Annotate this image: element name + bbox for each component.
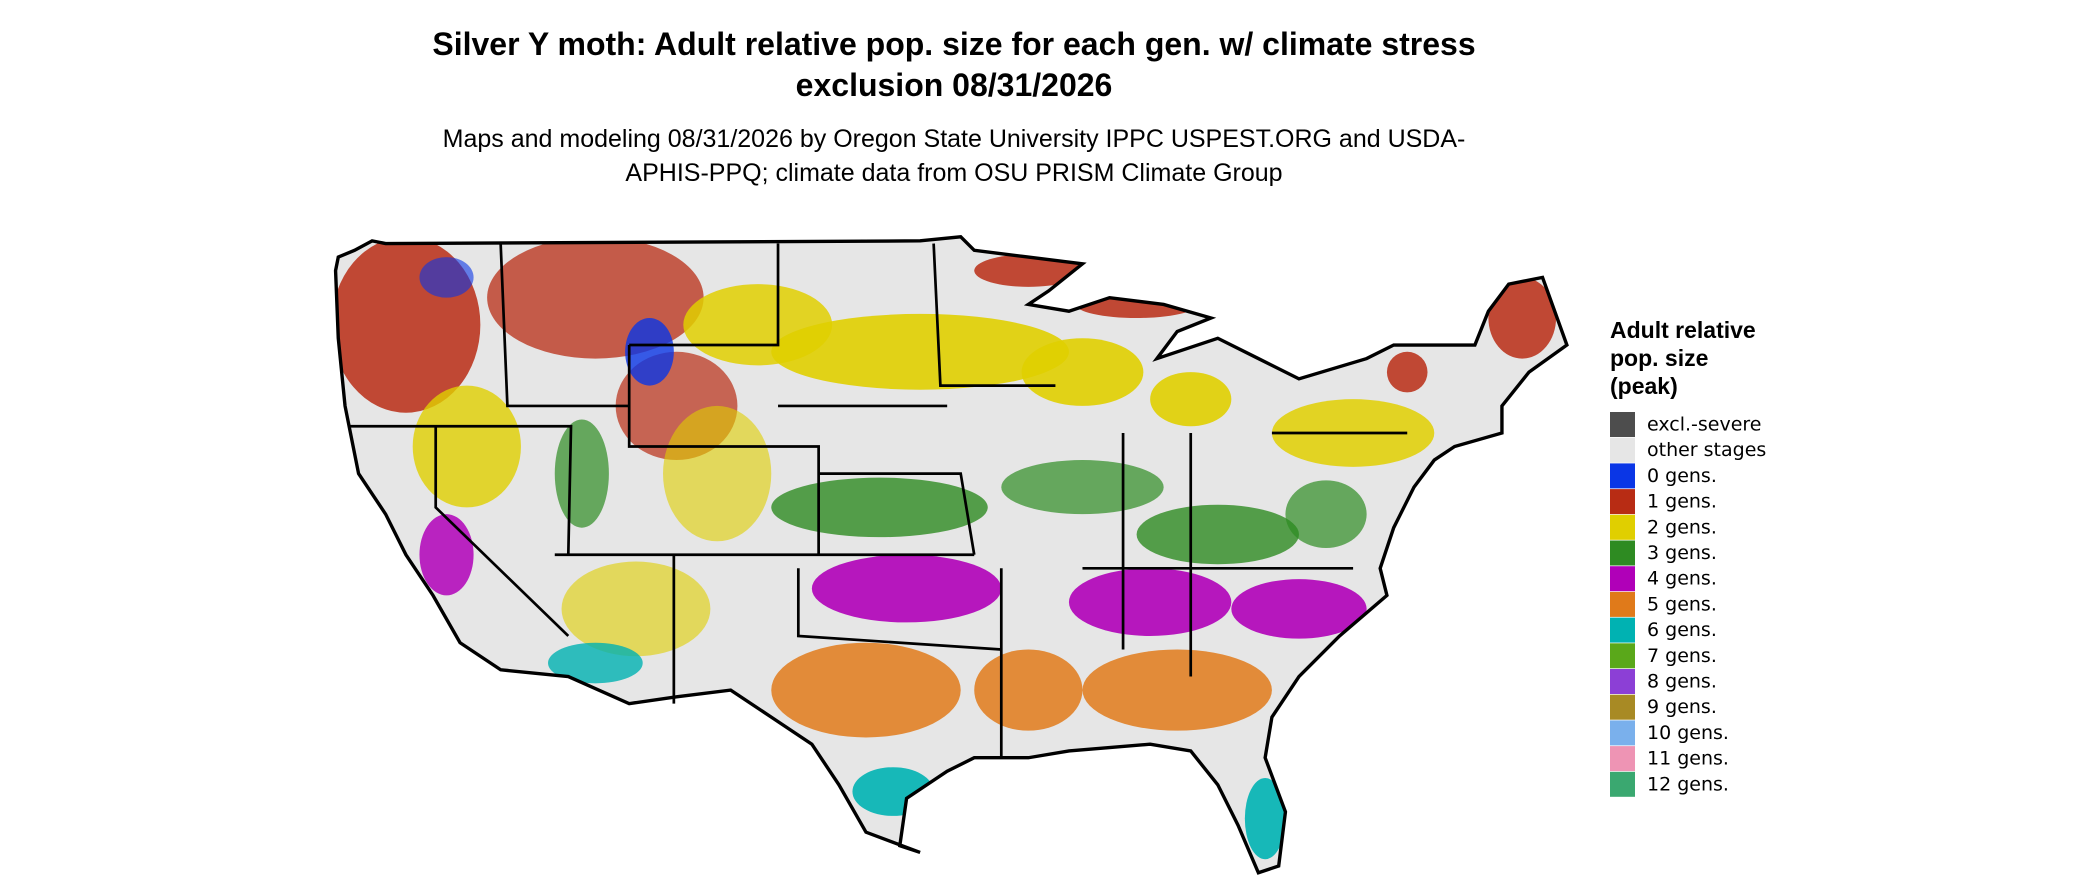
legend-swatch <box>1610 412 1635 437</box>
legend-label: 3 gens. <box>1647 542 1717 564</box>
legend-label: 10 gens. <box>1647 722 1729 744</box>
legend-label: other stages <box>1647 439 1766 461</box>
legend-swatch <box>1610 746 1635 772</box>
legend-label: 8 gens. <box>1647 671 1717 693</box>
legend-swatch <box>1610 566 1635 592</box>
legend-swatch <box>1610 514 1635 540</box>
legend-label: 7 gens. <box>1647 645 1717 667</box>
legend-label: 2 gens. <box>1647 516 1717 538</box>
map-subtitle: Maps and modeling 08/31/2026 by Oregon S… <box>442 125 1466 187</box>
legend-swatch <box>1610 463 1635 489</box>
legend-swatch <box>1610 591 1635 617</box>
us-map <box>333 235 1569 875</box>
legend-swatch <box>1610 617 1635 643</box>
legend-label: 0 gens. <box>1647 465 1717 487</box>
legend-swatch <box>1610 489 1635 515</box>
legend-swatch <box>1610 643 1635 669</box>
legend-title: Adult relative pop. size (peak) <box>1610 317 1756 399</box>
legend-label: 6 gens. <box>1647 619 1717 641</box>
legend-label: excl.-severe <box>1647 414 1762 436</box>
legend-label: 5 gens. <box>1647 593 1717 615</box>
legend-swatch <box>1610 720 1635 746</box>
legend-label: 4 gens. <box>1647 568 1717 590</box>
legend-label: 11 gens. <box>1647 748 1729 770</box>
legend-label: 1 gens. <box>1647 491 1717 513</box>
legend-swatch <box>1610 540 1635 566</box>
map-title: Silver Y moth: Adult relative pop. size … <box>432 26 1476 103</box>
legend-swatch <box>1610 669 1635 694</box>
legend-label: 12 gens. <box>1647 773 1729 795</box>
legend-label: 9 gens. <box>1647 696 1717 718</box>
legend-swatch <box>1610 437 1635 463</box>
legend-swatch <box>1610 771 1635 797</box>
legend-swatch <box>1610 694 1635 720</box>
